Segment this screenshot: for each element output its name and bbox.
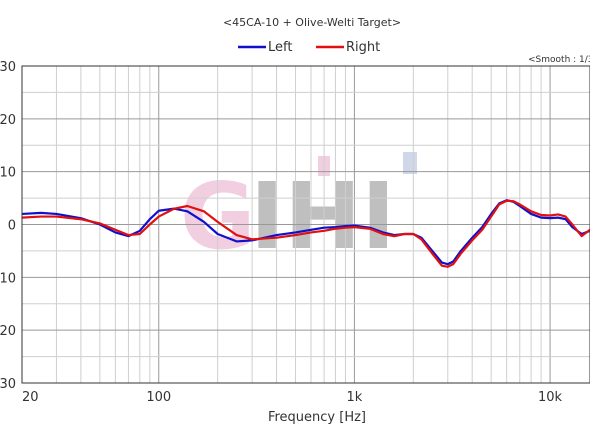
watermark-logo: G IHI — [180, 152, 417, 270]
x-tick-label: 100 — [146, 390, 171, 405]
series-layer — [22, 199, 590, 268]
legend-label-left: Left — [268, 40, 292, 55]
series-line-left — [22, 199, 590, 266]
series-line-right — [22, 199, 590, 268]
y-tick-label: 0 — [8, 219, 16, 234]
plot-frame — [21, 65, 590, 384]
chart-title: <45CA-10 + Olive-Welti Target> — [223, 16, 401, 29]
y-tick-label: 20 — [0, 113, 16, 128]
watermark-dot-2 — [403, 152, 417, 174]
x-tick-label: 1k — [347, 390, 363, 405]
chart-grid — [21, 65, 590, 384]
x-axis-label: Frequency [Hz] — [268, 410, 366, 425]
x-tick-label: 20 — [22, 390, 39, 405]
y-tick-label: 20 — [0, 324, 16, 339]
y-tick-label: 10 — [0, 271, 16, 286]
x-tick-label: 10k — [538, 390, 563, 405]
y-tick-label: 30 — [0, 60, 16, 75]
y-tick-label: 10 — [0, 166, 16, 181]
legend: Left Right — [238, 40, 380, 55]
watermark-letters: IHI — [250, 163, 395, 270]
y-tick-label: 30 — [0, 377, 16, 392]
x-tick-labels: 20 100 1k 10k — [22, 390, 563, 405]
legend-label-right: Right — [346, 40, 380, 55]
smoothing-note: <Smooth : 1/30 — [528, 55, 590, 65]
y-tick-labels: 30 20 10 0 10 20 30 — [0, 60, 16, 392]
